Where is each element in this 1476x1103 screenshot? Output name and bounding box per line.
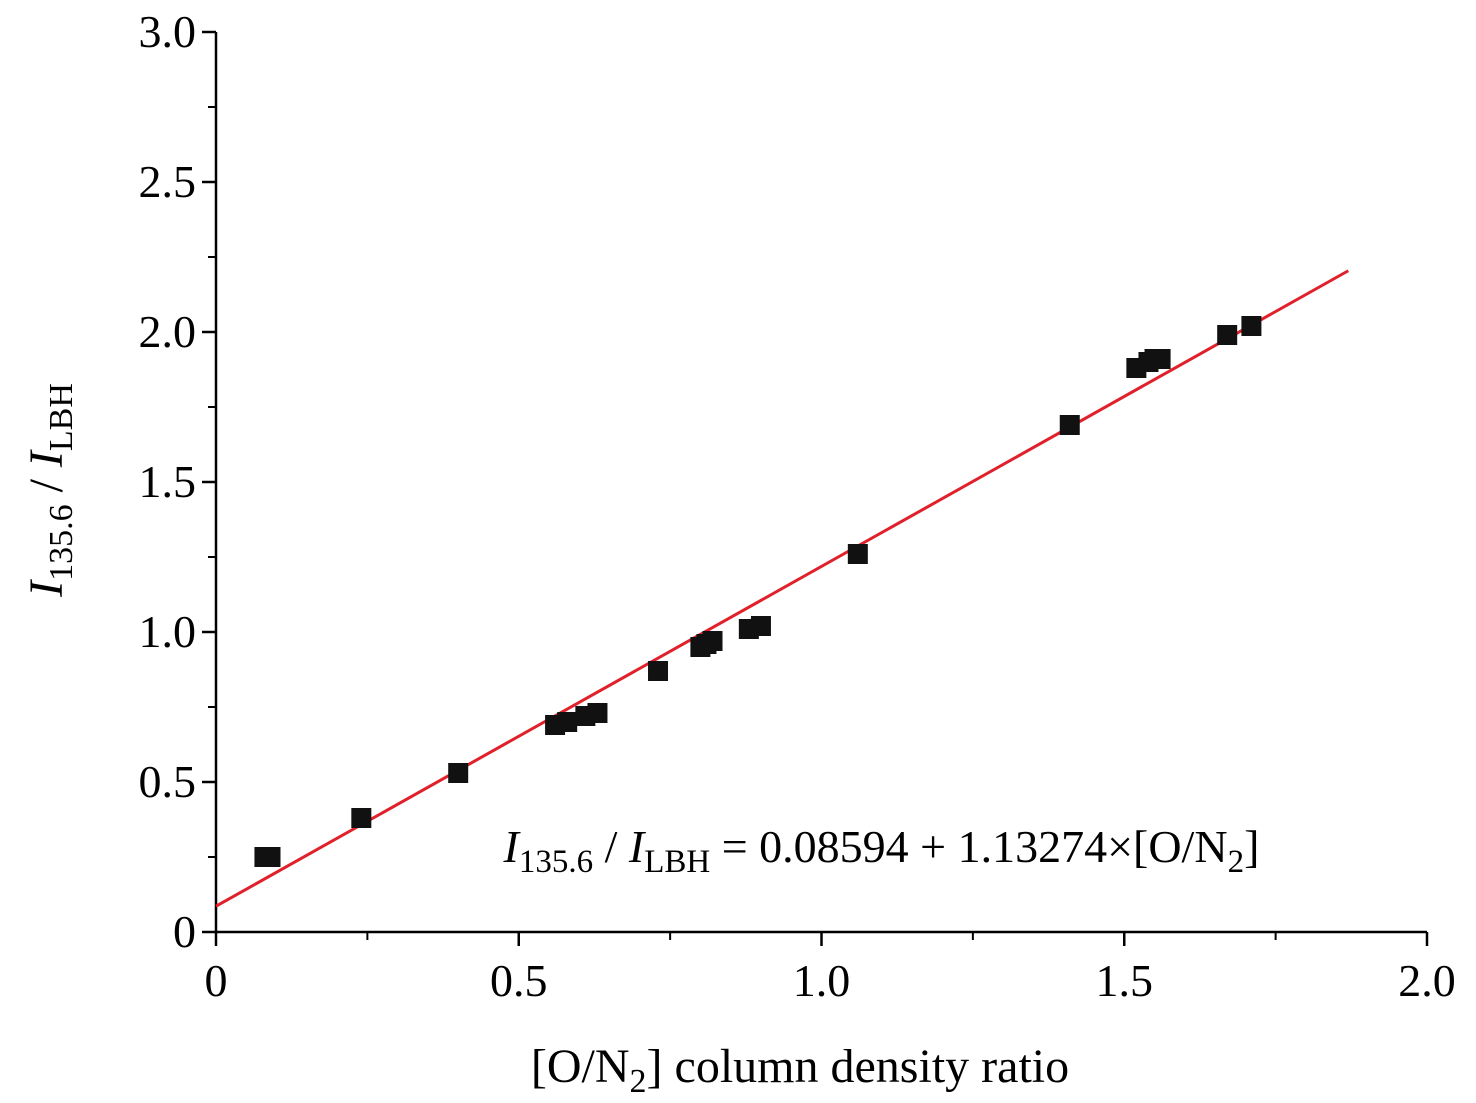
- data-point: [847, 544, 868, 564]
- y-axis-title-num-sub: 135.6: [43, 504, 80, 581]
- fit-line-layer: [215, 269, 1350, 908]
- equation-text-end: ]: [1244, 821, 1259, 872]
- equation-sep: /: [593, 821, 629, 872]
- x-tick-label: 0: [205, 955, 228, 1006]
- data-point: [260, 847, 281, 867]
- data-point: [702, 631, 723, 651]
- data-points-layer: [254, 316, 1262, 867]
- x-tick-label: 1.0: [793, 955, 851, 1006]
- data-point: [448, 763, 469, 783]
- data-point: [587, 703, 608, 723]
- y-axis-title-den-symbol: I: [20, 449, 73, 468]
- y-axis-title-num-symbol: I: [20, 579, 73, 598]
- y-axis-title: I135.6 / ILBH: [20, 383, 80, 598]
- data-point: [1241, 316, 1262, 336]
- x-axis-title-post: ] column density ratio: [647, 1040, 1070, 1093]
- x-tick-label: 1.5: [1096, 955, 1154, 1006]
- x-axis-title: [O/N2] column density ratio: [531, 1040, 1069, 1100]
- y-tick-label: 2.0: [139, 306, 197, 357]
- data-point: [351, 808, 372, 828]
- data-point: [1217, 325, 1238, 345]
- equation-num-sub: 135.6: [519, 844, 593, 880]
- y-tick-label: 0: [173, 906, 196, 957]
- axis-ticks: [202, 30, 1429, 946]
- data-point: [557, 712, 578, 732]
- x-tick-label: 2.0: [1398, 955, 1456, 1006]
- y-tick-label: 1.5: [139, 456, 197, 507]
- equation-text-sub: 2: [1228, 844, 1245, 880]
- equation-den-sub: LBH: [644, 844, 710, 880]
- fit-equation-annotation: I135.6 / ILBH = 0.08594 + 1.13274×[O/N2]: [446, 821, 1294, 880]
- equation-den-symbol: I: [628, 821, 647, 872]
- y-tick-label: 0.5: [139, 756, 197, 807]
- x-axis-title-sub: 2: [630, 1063, 647, 1100]
- x-axis-title-pre: [O/N: [531, 1040, 630, 1093]
- tick-labels: 0 0.5 1.0 1.5 2.0 0 0.5 1.0 1.5 2.0 2.5 3.0: [139, 6, 1456, 1006]
- data-point: [1150, 349, 1171, 369]
- y-tick-label: 3.0: [139, 6, 197, 57]
- y-tick-label: 2.5: [139, 156, 197, 207]
- y-axis-title-den-sub: LBH: [43, 383, 80, 451]
- y-tick-label: 1.0: [139, 606, 197, 657]
- data-point: [1059, 415, 1080, 435]
- equation-num-symbol: I: [503, 821, 522, 872]
- data-point: [648, 661, 669, 681]
- data-point: [750, 616, 771, 636]
- y-axis-title-sep: /: [20, 467, 73, 504]
- x-tick-label: 0.5: [490, 955, 548, 1006]
- fit-line: [215, 269, 1350, 908]
- equation-text: = 0.08594 + 1.13274×[O/N: [710, 821, 1227, 872]
